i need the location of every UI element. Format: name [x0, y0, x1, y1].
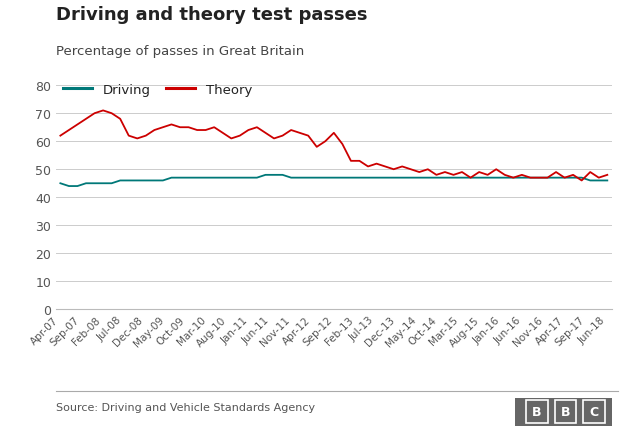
Text: B: B: [561, 405, 570, 418]
FancyBboxPatch shape: [583, 401, 605, 423]
Text: Driving and theory test passes: Driving and theory test passes: [56, 6, 368, 25]
FancyBboxPatch shape: [555, 401, 576, 423]
Text: C: C: [590, 405, 598, 418]
Text: Percentage of passes in Great Britain: Percentage of passes in Great Britain: [56, 45, 305, 58]
Text: B: B: [532, 405, 542, 418]
Text: Source: Driving and Vehicle Standards Agency: Source: Driving and Vehicle Standards Ag…: [56, 402, 315, 412]
Legend: Driving, Theory: Driving, Theory: [63, 84, 252, 97]
FancyBboxPatch shape: [527, 401, 548, 423]
